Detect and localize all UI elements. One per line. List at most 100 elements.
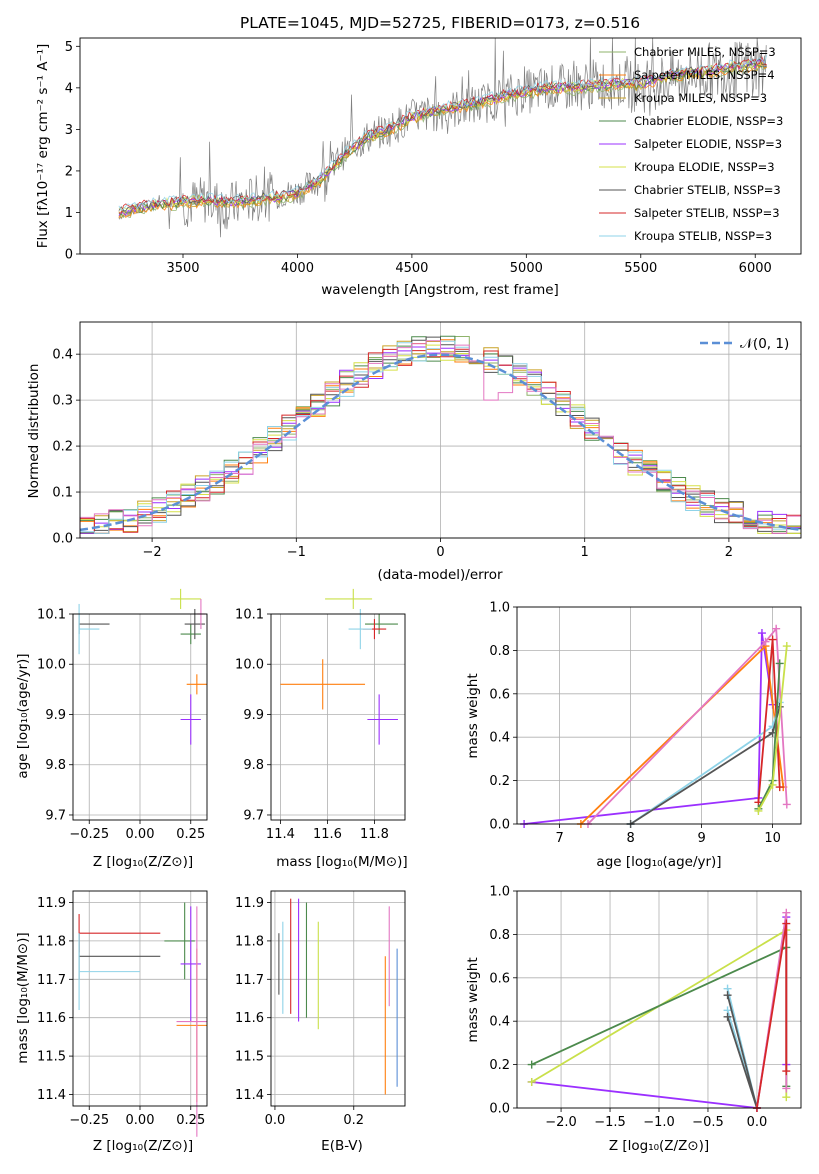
- wAge-ytick-label: 1.0: [489, 601, 510, 616]
- wAge-xtick-label: 8: [626, 831, 634, 846]
- mE-ytick-label: 11.6: [235, 1011, 264, 1026]
- wZ-series-line: [756, 923, 788, 1109]
- wAge-xtick-label: 7: [555, 831, 563, 846]
- hist-xtick-label: 0: [436, 545, 444, 560]
- ageM-frame: [270, 613, 406, 821]
- ageZ-xlabel: Z [log₁₀(Z/Z⊙)]: [93, 854, 193, 870]
- wAge-marker: [775, 659, 784, 668]
- ageM-xtick-label: 11.4: [266, 827, 295, 842]
- spectrum-model-line: [118, 55, 768, 211]
- wAge-series-line: [630, 706, 781, 825]
- mZ-xtick-label: −0.25: [69, 1113, 109, 1128]
- mE-ytick-label: 11.5: [235, 1050, 264, 1065]
- wAge-series-line: [524, 632, 774, 825]
- legend-label: Kroupa MILES, NSSP=3: [634, 91, 767, 105]
- wAge-marker: [782, 800, 791, 809]
- spectrum-ytick-label: 5: [65, 40, 73, 55]
- wZ-ytick-label: 0.4: [489, 1015, 510, 1030]
- spectrum-ytick-label: 0: [65, 248, 73, 263]
- spectrum-xtick-label: 4000: [281, 261, 314, 276]
- ageZ-xtick-label: 0.00: [126, 827, 155, 842]
- ageM-xtick-label: 11.8: [360, 827, 389, 842]
- mZ-ytick-label: 11.6: [37, 1011, 66, 1026]
- wZ-marker: [782, 1067, 791, 1076]
- legend-label: Kroupa ELODIE, NSSP=3: [634, 160, 775, 174]
- hist-ytick-label: 0.2: [52, 440, 73, 455]
- ageM-ytick-label: 9.8: [243, 758, 264, 773]
- wZ-ytick-label: 1.0: [489, 885, 510, 900]
- mass-vs-Z-plot: −0.25 0.00 0.25 11.4 11.5 11.6 11.7 11.8 11.9: [37, 890, 208, 1137]
- mE-ytick-label: 11.8: [235, 934, 264, 949]
- hist-ytick-label: 0.0: [52, 532, 73, 547]
- legend-label: Salpeter ELODIE, NSSP=3: [634, 137, 782, 151]
- ageZ-ylabel: age [log₁₀(age/yr)]: [15, 653, 31, 778]
- legend-label: Chabrier ELODIE, NSSP=3: [634, 114, 783, 128]
- spectrum-xtick-label: 5500: [624, 261, 657, 276]
- wAge-xtick-label: 10: [764, 831, 781, 846]
- wZ-marker: [782, 908, 791, 917]
- hist-ytick-label: 0.1: [52, 486, 73, 501]
- wZ-series-line: [726, 994, 758, 1109]
- ageZ-frame: [72, 613, 208, 821]
- spectrum-ytick-label: 4: [65, 81, 73, 96]
- wAge-ytick-label: 0.8: [489, 644, 510, 659]
- wZ-xtick-label: −0.5: [692, 1115, 724, 1130]
- ageZ-xtick-label: −0.25: [69, 827, 109, 842]
- mE-ytick-label: 11.4: [235, 1088, 264, 1103]
- spectrum-plot: 3500 4000 4500 5000 5500 6000 0 1 2 3 4 5 Chabrier M…: [65, 37, 802, 276]
- wAge-marker: [775, 783, 784, 792]
- wAge-series-line: [587, 626, 788, 825]
- hist-frame: [79, 321, 802, 539]
- hist-ytick-label: 0.4: [52, 348, 73, 363]
- wAge-series-line: [630, 702, 781, 825]
- wZ-xtick-label: 0.0: [747, 1115, 768, 1130]
- spectrum-xlabel: wavelength [Angstrom, rest frame]: [321, 282, 559, 298]
- mE-xtick-label: 0.0: [265, 1113, 286, 1128]
- wAge-frame: [516, 606, 802, 825]
- wZ-marker: [723, 1012, 732, 1021]
- wZ-ylabel: mass weight: [465, 957, 481, 1042]
- wZ-ytick-label: 0.8: [489, 928, 510, 943]
- wZ-marker: [782, 1084, 791, 1093]
- wZ-marker: [782, 1093, 791, 1102]
- hist-xtick-label: −2: [143, 545, 162, 560]
- spectrum-ytick-label: 1: [65, 206, 73, 221]
- wZ-frame: [516, 890, 802, 1109]
- mZ-ytick-label: 11.4: [37, 1088, 66, 1103]
- wAge-marker: [761, 637, 770, 646]
- hist-series-steps: [79, 340, 801, 538]
- hist-legend-label: 𝒩(0, 1): [740, 336, 789, 352]
- wZ-marker: [723, 991, 732, 1000]
- mE-xtick-label: 0.2: [343, 1113, 364, 1128]
- weight-vs-age-plot: 7 8 9 10 0.0 0.2 0.4 0.6 0.8 1.0: [489, 601, 802, 846]
- legend-label: Chabrier MILES, NSSP=3: [634, 45, 776, 59]
- spectrum-model-line: [118, 61, 767, 219]
- hist-xtick-label: 2: [725, 545, 733, 560]
- wAge-marker: [782, 642, 791, 651]
- spectrum-ytick-label: 2: [65, 164, 73, 179]
- wAge-marker: [754, 806, 763, 815]
- wAge-series-line: [580, 644, 785, 825]
- hist-xlabel: (data-model)/error: [377, 567, 503, 583]
- ageZ-ytick-label: 9.7: [45, 808, 66, 823]
- legend-label: Chabrier STELIB, NSSP=3: [634, 183, 781, 197]
- spectrum-ylabel: Flux [fλ10⁻¹⁷ erg cm⁻² s⁻¹ A⁻¹]: [35, 44, 51, 249]
- legend-label: Salpeter MILES, NSSP=4: [634, 68, 775, 82]
- hist-xtick-label: −1: [287, 545, 306, 560]
- spectrum-xtick-label: 5000: [510, 261, 543, 276]
- ageM-ytick-label: 10.0: [235, 658, 264, 673]
- mass-vs-ebv-plot: 0.0 0.2 11.4 11.5 11.6 11.7 11.8 11.9: [235, 890, 406, 1128]
- wZ-xlabel: Z [log₁₀(Z/Z⊙)]: [609, 1138, 709, 1154]
- ageM-ytick-label: 9.9: [243, 708, 264, 723]
- spectrum-title: PLATE=1045, MJD=52725, FIBERID=0173, z=0…: [240, 14, 640, 32]
- spectrum-frame: [79, 37, 802, 255]
- legend-label: Salpeter STELIB, NSSP=3: [634, 206, 780, 220]
- hist-ylabel: Normed distribution: [26, 364, 42, 499]
- wAge-ytick-label: 0.4: [489, 731, 510, 746]
- wZ-xtick-label: −1.5: [594, 1115, 626, 1130]
- age-vs-Z-plot: −0.25 0.00 0.25 9.7 9.8 9.9 10.0 10.1: [37, 588, 208, 842]
- age-vs-mass-plot: 11.4 11.6 11.8 9.7 9.8 9.9 10.0 10.1: [235, 588, 406, 842]
- legend-label: Kroupa STELIB, NSSP=3: [634, 229, 772, 243]
- spectrum-xtick-label: 4500: [395, 261, 428, 276]
